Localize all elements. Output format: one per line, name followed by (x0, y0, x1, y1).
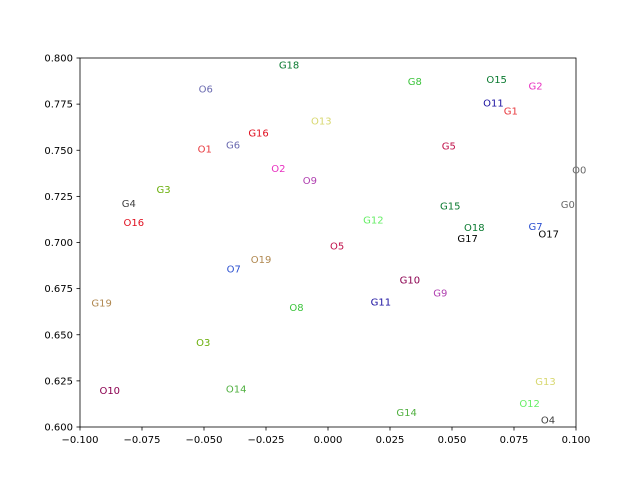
plot-frame (79, 57, 577, 428)
data-labels: O0 G0 O1 G1 O2 G2 O3 G3 O4 G4 O5 G5 O6 G6 O7 G7 O8 G8 O9 G9… (91, 60, 586, 426)
plot-area (79, 57, 577, 428)
point-label: G5 (442, 142, 456, 153)
point-label: O11 (483, 98, 504, 109)
point-label: O19 (251, 255, 272, 266)
point-label: G12 (363, 215, 383, 226)
point-label: G1 (504, 107, 518, 118)
point-label: O8 (289, 303, 303, 314)
point-label: G14 (396, 408, 416, 419)
point-label: G9 (433, 288, 447, 299)
x-axis: −0.100 −0.075 −0.050 −0.025 0.000 0.025 0.050 0… (61, 427, 590, 446)
x-tick-label: 0.050 (438, 435, 467, 446)
y-tick-label: 0.625 (44, 376, 73, 387)
point-label: G2 (529, 82, 543, 93)
point-label: O4 (541, 416, 555, 427)
point-label: G19 (91, 298, 111, 309)
point-label: G6 (226, 141, 240, 152)
point-label: O16 (124, 218, 145, 229)
point-label: G8 (408, 77, 422, 88)
x-tick-label: 0.075 (500, 435, 529, 446)
point-label: G17 (457, 234, 477, 245)
y-tick-label: 0.650 (44, 330, 73, 341)
y-tick-label: 0.775 (44, 100, 73, 111)
point-label: O0 (572, 166, 586, 177)
y-tick-label: 0.700 (44, 238, 73, 249)
x-tick-label: −0.100 (61, 435, 98, 446)
x-tick-label: 0.000 (314, 435, 343, 446)
point-label: O17 (538, 229, 559, 240)
point-label: O9 (303, 176, 317, 187)
point-label: O12 (519, 399, 540, 410)
y-tick-label: 0.800 (44, 54, 73, 65)
x-tick-label: 0.100 (562, 435, 591, 446)
point-label: O5 (330, 241, 344, 252)
point-label: O6 (199, 84, 213, 95)
x-tick-label: 0.025 (376, 435, 405, 446)
point-label: O2 (271, 164, 285, 175)
x-tick-label: −0.075 (123, 435, 160, 446)
point-label: O13 (311, 117, 332, 128)
point-label: G16 (248, 129, 268, 140)
point-label: G10 (400, 275, 420, 286)
x-tick-label: −0.050 (185, 435, 222, 446)
x-tick-label: −0.025 (247, 435, 284, 446)
point-label: G0 (561, 200, 575, 211)
y-tick-label: 0.600 (44, 423, 73, 434)
y-tick-label: 0.675 (44, 284, 73, 295)
point-label: G18 (279, 60, 299, 71)
point-label: O14 (226, 384, 247, 395)
point-label: G3 (157, 185, 171, 196)
point-label: O18 (464, 223, 485, 234)
point-label: O3 (196, 338, 210, 349)
point-label: O10 (99, 386, 120, 397)
point-label: O1 (198, 144, 212, 155)
point-label: O7 (227, 264, 241, 275)
point-label: G4 (122, 199, 136, 210)
y-axis: 0.600 0.625 0.650 0.675 0.700 0.725 0.750 0.775… (44, 54, 80, 434)
point-label: G15 (440, 202, 460, 213)
point-label: G13 (535, 377, 555, 388)
y-tick-label: 0.725 (44, 192, 73, 203)
point-label: O15 (486, 75, 507, 86)
y-tick-label: 0.750 (44, 146, 73, 157)
point-label: G11 (371, 298, 391, 309)
point-label: G7 (529, 222, 543, 233)
